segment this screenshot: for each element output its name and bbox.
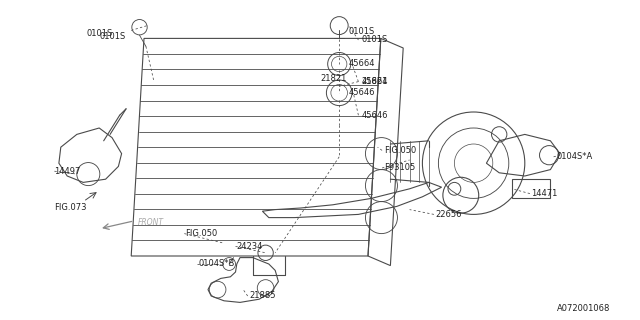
Text: 45646: 45646	[362, 111, 388, 120]
Text: 0104S*B: 0104S*B	[198, 260, 235, 268]
Text: FIG.073: FIG.073	[54, 204, 87, 212]
Text: 14471: 14471	[531, 189, 557, 198]
Text: 21821: 21821	[320, 74, 346, 83]
Text: 14497: 14497	[54, 167, 81, 176]
Text: 24234: 24234	[237, 242, 263, 251]
Text: FIG.050: FIG.050	[186, 229, 218, 238]
Text: A072001068: A072001068	[557, 304, 610, 313]
Text: 0101S: 0101S	[86, 29, 113, 38]
Text: 21821: 21821	[362, 77, 388, 86]
Text: FIG.050: FIG.050	[384, 146, 416, 155]
Text: 21885: 21885	[250, 292, 276, 300]
Text: 0101S: 0101S	[362, 36, 388, 44]
Text: F93105: F93105	[384, 164, 415, 172]
Text: 45664: 45664	[349, 60, 375, 68]
Text: 22656: 22656	[435, 210, 461, 219]
Text: 0101S: 0101S	[349, 28, 375, 36]
Text: 45664: 45664	[362, 77, 388, 86]
Text: 0101S: 0101S	[99, 32, 125, 41]
Text: FRONT: FRONT	[138, 218, 164, 227]
Text: 0104S*A: 0104S*A	[557, 152, 593, 161]
Text: 45646: 45646	[349, 88, 375, 97]
